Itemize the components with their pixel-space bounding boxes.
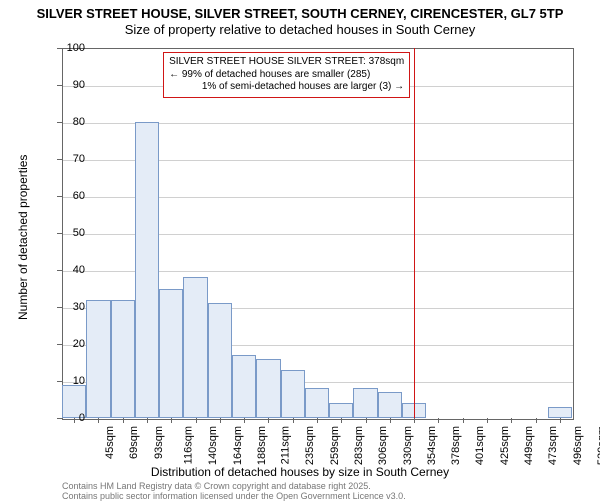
ytick-label: 50 [45, 227, 85, 239]
histogram-bar [232, 355, 256, 418]
ytick-label: 40 [45, 264, 85, 276]
xtick-mark [98, 418, 99, 423]
histogram-bar [256, 359, 280, 418]
xtick-label: 496sqm [572, 426, 584, 465]
xtick-mark [341, 418, 342, 423]
xtick-label: 211sqm [279, 426, 291, 464]
xtick-label: 354sqm [426, 426, 438, 465]
xtick-mark [244, 418, 245, 423]
xtick-label: 520sqm [596, 426, 600, 465]
xtick-label: 378sqm [450, 426, 462, 465]
xtick-mark [366, 418, 367, 423]
ytick-label: 60 [45, 190, 85, 202]
histogram-bar [208, 303, 232, 418]
xtick-mark [511, 418, 512, 423]
xtick-mark [171, 418, 172, 423]
histogram-bar [135, 122, 159, 418]
histogram-bar [159, 289, 183, 419]
chart-title-sub: Size of property relative to detached ho… [0, 22, 600, 37]
xtick-label: 473sqm [547, 426, 559, 465]
y-axis-label: Number of detached properties [16, 155, 30, 320]
xtick-label: 93sqm [153, 426, 165, 459]
xtick-label: 259sqm [329, 426, 341, 465]
ytick-label: 10 [45, 375, 85, 387]
xtick-label: 235sqm [305, 426, 317, 465]
histogram-bar [183, 277, 207, 418]
xtick-mark [268, 418, 269, 423]
xtick-label: 449sqm [523, 426, 535, 465]
xtick-label: 45sqm [104, 426, 116, 459]
xtick-mark [487, 418, 488, 423]
annotation-line3: 1% of semi-detached houses are larger (3… [169, 81, 404, 94]
chart-title-main: SILVER STREET HOUSE, SILVER STREET, SOUT… [0, 0, 600, 21]
xtick-label: 425sqm [499, 426, 511, 465]
footer-attribution: Contains HM Land Registry data © Crown c… [62, 482, 406, 502]
xtick-mark [317, 418, 318, 423]
xtick-mark [536, 418, 537, 423]
reference-line [414, 48, 415, 418]
xtick-mark [196, 418, 197, 423]
xtick-mark [390, 418, 391, 423]
xtick-label: 306sqm [377, 426, 389, 465]
ytick-label: 20 [45, 338, 85, 350]
histogram-bar [111, 300, 135, 418]
histogram-bar [281, 370, 305, 418]
xtick-label: 330sqm [402, 426, 414, 465]
xtick-mark [147, 418, 148, 423]
xtick-mark [293, 418, 294, 423]
xtick-label: 188sqm [256, 426, 268, 465]
xtick-label: 116sqm [182, 426, 194, 464]
histogram-bar [305, 388, 329, 418]
ytick-label: 100 [45, 42, 85, 54]
xtick-label: 140sqm [207, 426, 219, 465]
histogram-bar [329, 403, 353, 418]
xtick-mark [438, 418, 439, 423]
ytick-label: 0 [45, 412, 85, 424]
x-axis-label: Distribution of detached houses by size … [0, 465, 600, 479]
xtick-mark [220, 418, 221, 423]
annotation-line2: ← 99% of detached houses are smaller (28… [169, 69, 404, 82]
footer-line2: Contains public sector information licen… [62, 492, 406, 502]
annotation-line1: SILVER STREET HOUSE SILVER STREET: 378sq… [169, 56, 404, 69]
histogram-bar [548, 407, 572, 418]
annotation-box: SILVER STREET HOUSE SILVER STREET: 378sq… [163, 52, 410, 98]
xtick-label: 401sqm [475, 426, 487, 465]
ytick-label: 30 [45, 301, 85, 313]
xtick-mark [123, 418, 124, 423]
plot-area: SILVER STREET HOUSE SILVER STREET: 378sq… [62, 48, 572, 418]
ytick-label: 70 [45, 153, 85, 165]
ytick-label: 80 [45, 116, 85, 128]
xtick-label: 164sqm [232, 426, 244, 465]
histogram-bar [86, 300, 110, 418]
xtick-label: 283sqm [353, 426, 365, 465]
ytick-label: 90 [45, 79, 85, 91]
histogram-bar [378, 392, 402, 418]
xtick-mark [463, 418, 464, 423]
xtick-label: 69sqm [128, 426, 140, 459]
xtick-mark [414, 418, 415, 423]
histogram-bar [353, 388, 377, 418]
xtick-mark [560, 418, 561, 423]
